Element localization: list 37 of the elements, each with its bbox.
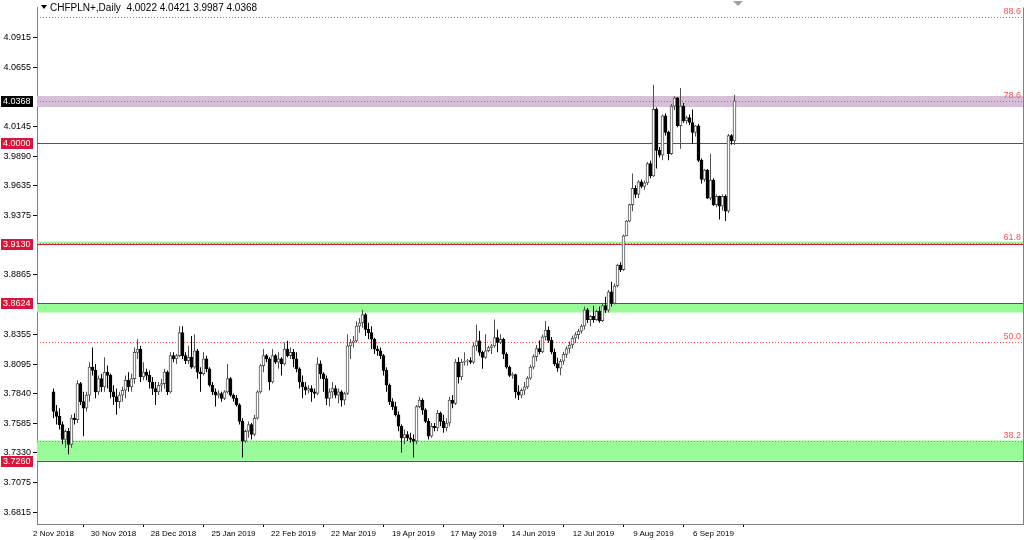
ref-line-label: 3.8624 xyxy=(1,298,33,309)
y-tick-label: 3.9890 xyxy=(3,150,31,161)
y-tick-label: 3.8355 xyxy=(3,328,31,339)
ref-line-label: 3.9130 xyxy=(1,239,33,250)
y-tick-label: 3.9635 xyxy=(3,180,31,191)
y-tick-label: 3.7330 xyxy=(3,447,31,458)
x-tick-label: 6 Sep 2019 xyxy=(693,529,735,538)
y-tick-label: 4.0655 xyxy=(3,62,31,73)
x-tick-label: 2 Nov 2018 xyxy=(33,529,75,538)
x-tick-label: 9 Aug 2019 xyxy=(633,529,675,538)
annotation: 78.6 xyxy=(1003,90,1021,101)
y-tick-label: 3.7075 xyxy=(3,476,31,487)
y-tick-label: 3.8865 xyxy=(3,269,31,280)
annotation: 38.2 xyxy=(1003,430,1021,441)
y-tick-label: 4.0915 xyxy=(3,32,31,42)
x-tick-label: 22 Mar 2019 xyxy=(331,529,377,538)
x-tick-label: 12 Jul 2019 xyxy=(572,529,615,538)
y-tick-label: 4.0145 xyxy=(3,121,31,132)
x-tick-label: 17 May 2019 xyxy=(450,529,498,538)
x-tick-label: 14 Jun 2019 xyxy=(511,529,557,538)
y-tick-label: 3.7840 xyxy=(3,388,31,399)
y-tick-label: 3.9375 xyxy=(3,210,31,221)
x-tick-label: 28 Dec 2018 xyxy=(150,529,197,538)
y-tick-label: 3.7585 xyxy=(3,417,31,428)
x-tick-label: 25 Jan 2019 xyxy=(211,529,257,538)
annotation: 88.6 xyxy=(1003,6,1021,17)
annotation: 50.0 xyxy=(1003,331,1021,342)
annotation: 61.8 xyxy=(1003,232,1021,243)
x-tick-label: 19 Apr 2019 xyxy=(391,529,436,538)
ref-line-label: 4.0000 xyxy=(1,138,33,149)
x-tick-label: 30 Nov 2018 xyxy=(90,529,137,538)
ref-line-label: 3.7260 xyxy=(1,456,33,467)
text: 4.0368 xyxy=(1,96,33,107)
x-tick-label: 22 Feb 2019 xyxy=(271,529,317,538)
y-tick-label: 3.6815 xyxy=(3,506,31,517)
chart-title: CHFPLN+,Daily 4.0022 4.0421 3.9987 4.0368 xyxy=(50,2,258,13)
y-tick-label: 3.8095 xyxy=(3,358,31,369)
